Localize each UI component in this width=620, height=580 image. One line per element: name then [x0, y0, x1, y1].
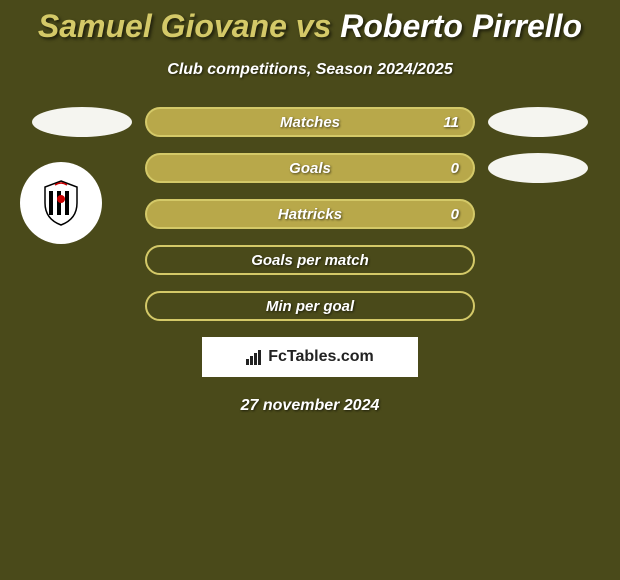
player2-name: Roberto Pirrello — [340, 8, 582, 44]
stat-label: Goals — [289, 160, 331, 177]
vs-text: vs — [287, 8, 340, 44]
player1-slot — [27, 107, 137, 137]
stat-pill: Matches 11 — [145, 107, 475, 137]
player2-slot — [483, 153, 593, 183]
stat-row: Goals per match — [0, 245, 620, 275]
player2-ellipse — [488, 107, 588, 137]
page-title: Samuel Giovane vs Roberto Pirrello — [0, 0, 620, 45]
player2-slot — [483, 245, 593, 275]
stat-label: Matches — [280, 114, 340, 131]
player1-slot — [27, 245, 137, 275]
player2-slot — [483, 199, 593, 229]
footer-logo: FcTables.com — [246, 348, 374, 366]
footer-brand: FcTables.com — [268, 348, 374, 366]
footer-attribution: FcTables.com — [202, 337, 418, 377]
stat-value: 11 — [443, 114, 459, 131]
player1-name: Samuel Giovane — [38, 8, 287, 44]
stat-value: 0 — [451, 160, 459, 177]
stat-label: Min per goal — [266, 298, 354, 315]
player2-ellipse — [488, 153, 588, 183]
stat-pill: Goals per match — [145, 245, 475, 275]
stat-label: Hattricks — [278, 206, 342, 223]
stat-row: Matches 11 — [0, 107, 620, 137]
player1-ellipse — [32, 107, 132, 137]
stat-pill: Min per goal — [145, 291, 475, 321]
stat-row: Min per goal — [0, 291, 620, 321]
player2-slot — [483, 107, 593, 137]
bars-icon — [246, 349, 264, 365]
shield-icon — [41, 179, 81, 227]
stats-region: Matches 11 Goals 0 Hattricks 0 Goals per match… — [0, 107, 620, 415]
player1-slot — [27, 291, 137, 321]
subtitle: Club competitions, Season 2024/2025 — [0, 61, 620, 79]
stat-label: Goals per match — [251, 252, 369, 269]
player2-slot — [483, 291, 593, 321]
stat-pill: Hattricks 0 — [145, 199, 475, 229]
club-badge — [20, 162, 102, 244]
stat-value: 0 — [451, 206, 459, 223]
stat-pill: Goals 0 — [145, 153, 475, 183]
date-text: 27 november 2024 — [0, 397, 620, 415]
